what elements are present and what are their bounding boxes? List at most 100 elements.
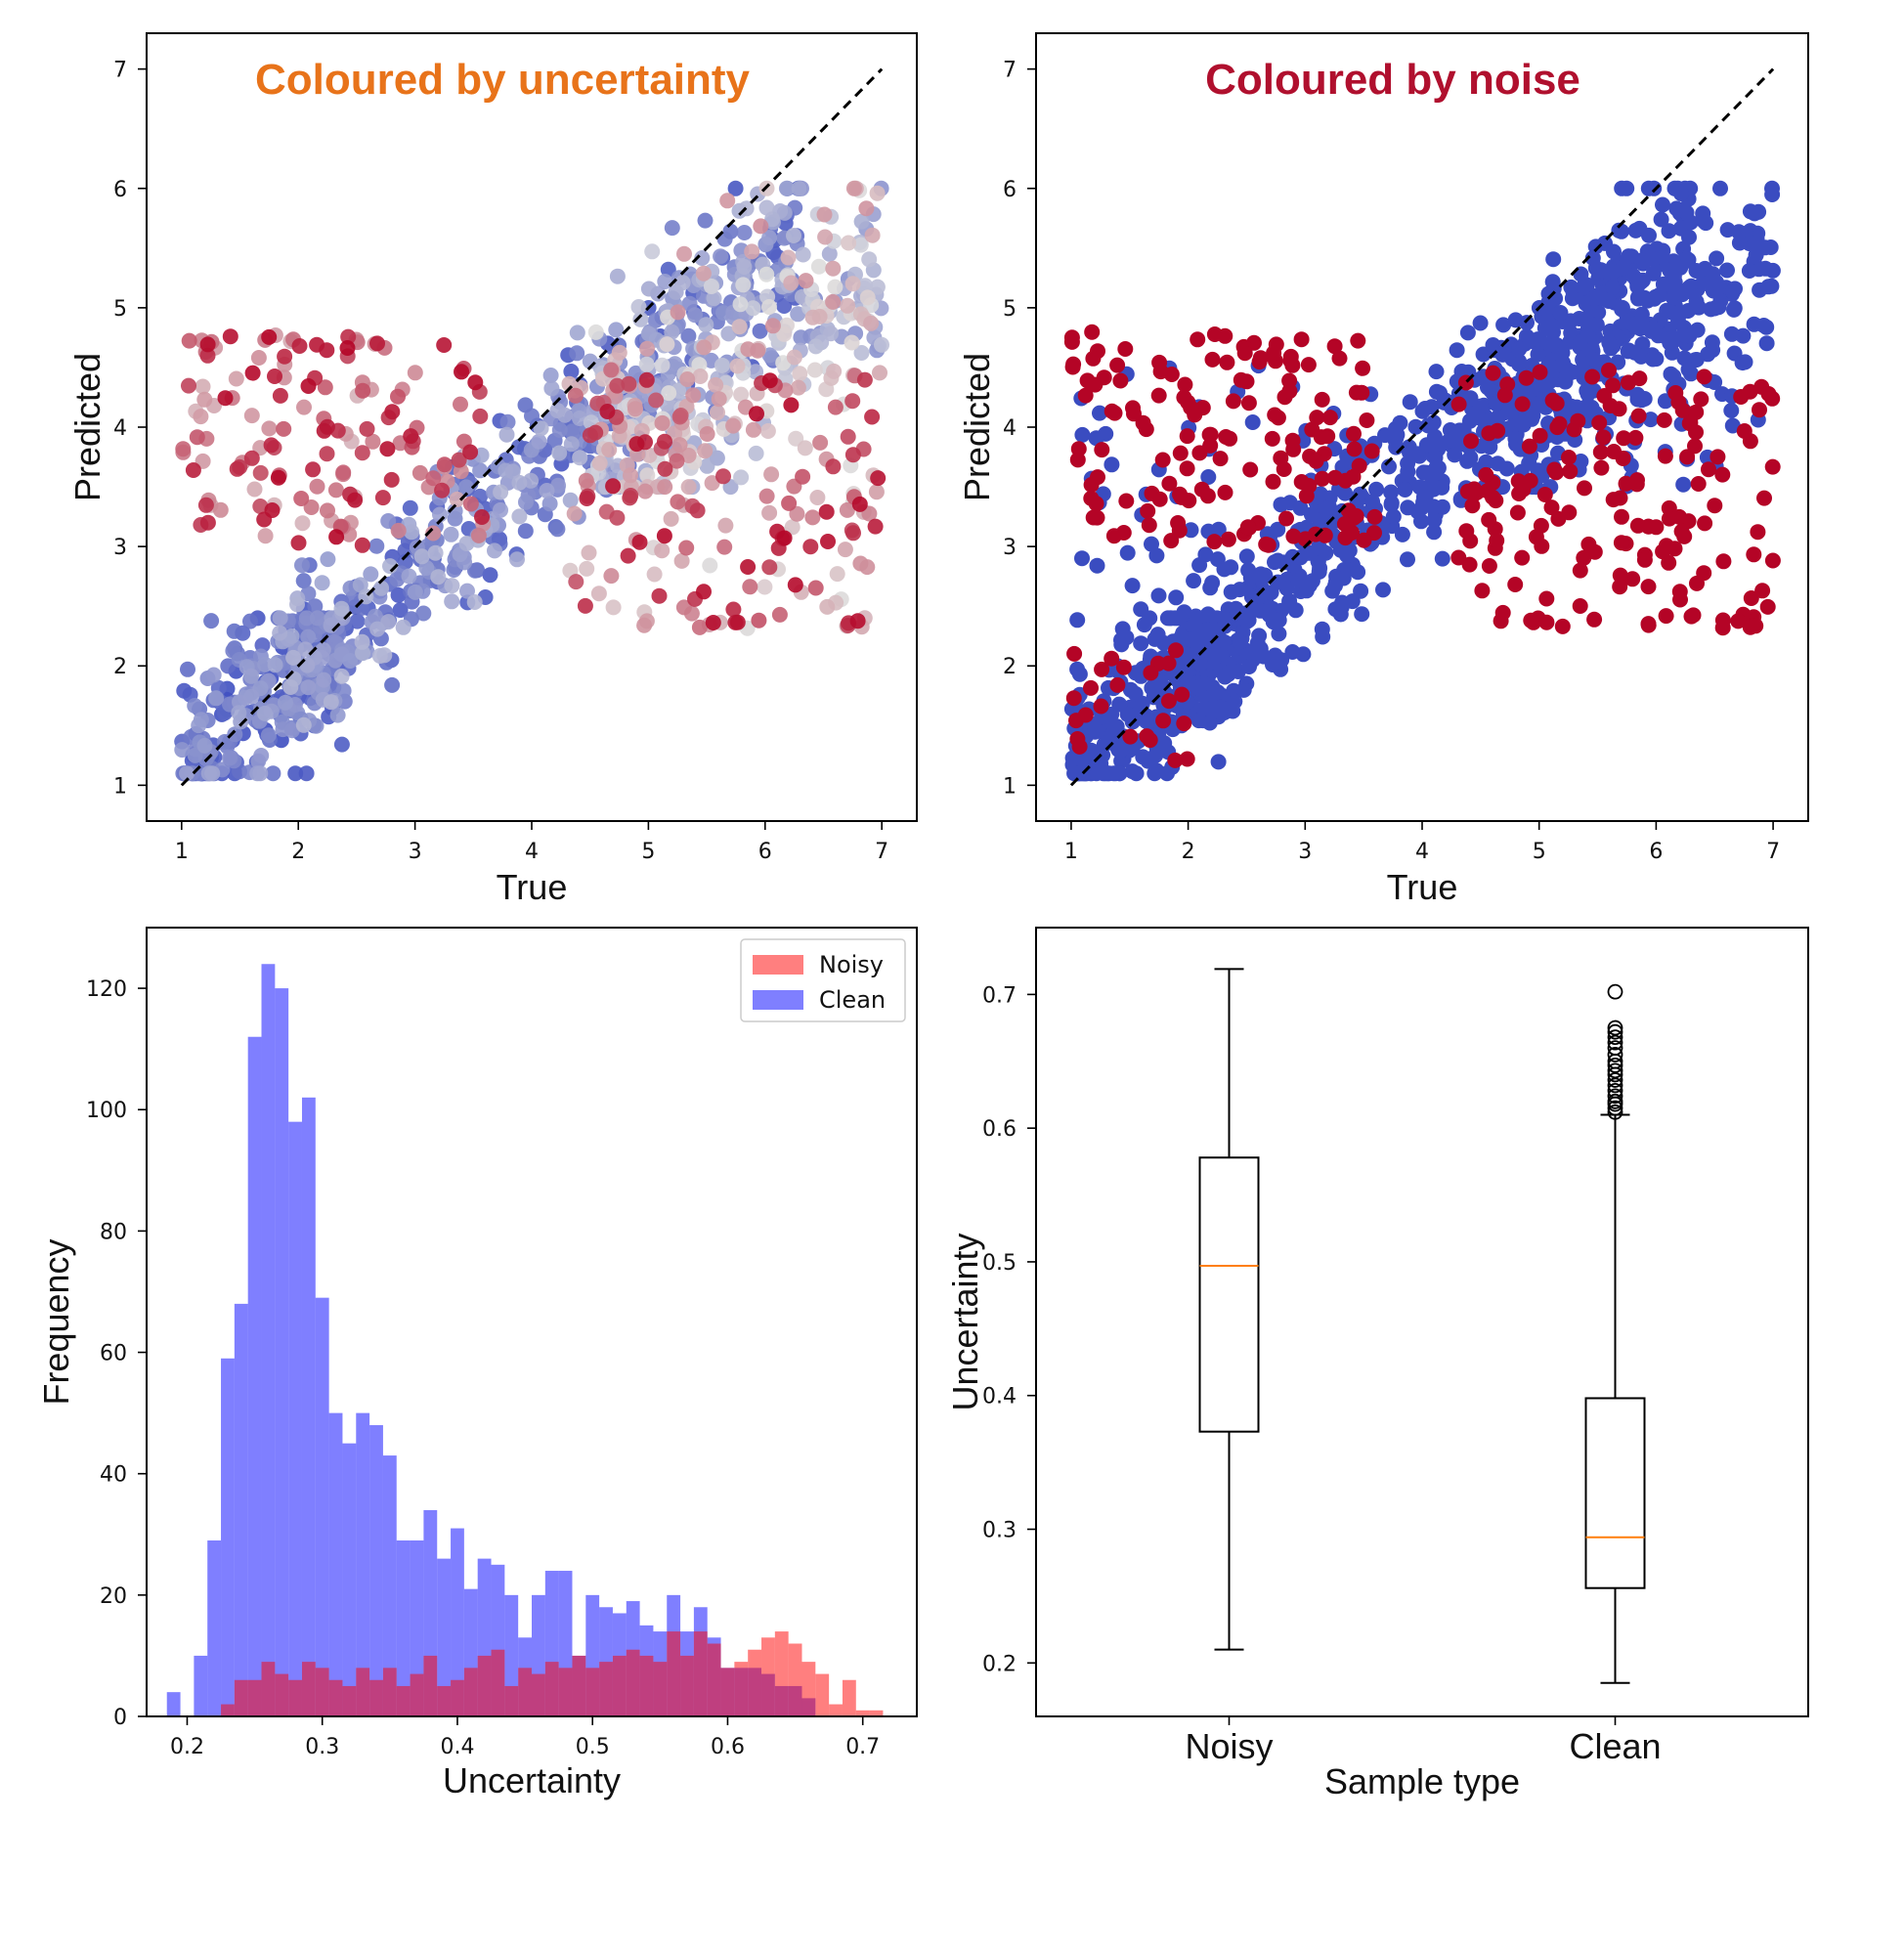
scatter-point xyxy=(541,496,558,512)
scatter-point xyxy=(1489,533,1505,548)
scatter-point xyxy=(231,705,247,721)
scatter-point xyxy=(745,421,761,438)
scatter-point xyxy=(729,358,746,374)
scatter-point xyxy=(671,437,688,454)
scatter-point xyxy=(639,467,656,484)
scatter-point xyxy=(827,399,844,415)
scatter-point xyxy=(562,492,579,508)
scatter-point xyxy=(1192,656,1209,672)
scatter-point xyxy=(853,345,870,361)
scatter-point xyxy=(825,458,842,475)
scatter-point xyxy=(181,332,197,349)
scatter-point xyxy=(444,593,460,610)
scatter-point xyxy=(679,371,696,387)
scatter-point xyxy=(1167,752,1184,768)
scatter-point xyxy=(654,357,671,373)
scatter-point xyxy=(1118,493,1135,509)
scatter-point xyxy=(524,408,540,424)
scatter-point xyxy=(443,526,459,542)
scatter-point xyxy=(698,317,714,333)
scatter-point xyxy=(1592,444,1609,460)
scatter-point xyxy=(1354,384,1370,401)
scatter-point xyxy=(355,382,371,399)
histogram-bar-noisy xyxy=(221,1704,235,1716)
scatter-point xyxy=(786,349,802,366)
scatter-point xyxy=(1354,606,1370,623)
scatter-uncertainty-ticks: 1 2 3 4 5 6 7 1 2 3 4 5 6 7 xyxy=(113,59,888,864)
scatter-point xyxy=(670,494,686,510)
scatter-point xyxy=(1758,319,1775,335)
scatter-point xyxy=(1522,472,1538,489)
scatter-point xyxy=(748,445,764,461)
scatter-point xyxy=(863,315,880,331)
scatter-point xyxy=(1115,525,1132,541)
scatter-point xyxy=(849,613,866,629)
scatter-point xyxy=(1747,205,1763,222)
scatter-point xyxy=(264,502,281,518)
scatter-point xyxy=(1434,479,1450,496)
histogram-xtick-label: 0.2 xyxy=(170,1735,204,1759)
scatter-point xyxy=(1088,430,1104,447)
histogram-bar-noisy xyxy=(869,1710,884,1716)
scatter-noise-xtick-label: 6 xyxy=(1649,840,1663,864)
scatter-point xyxy=(263,437,280,454)
scatter-point xyxy=(1490,455,1506,472)
scatter-point xyxy=(1673,186,1689,201)
scatter-point xyxy=(1577,480,1592,497)
scatter-point xyxy=(276,420,292,437)
scatter-point xyxy=(742,579,758,595)
scatter-point xyxy=(687,307,703,324)
histogram-bar-noisy xyxy=(342,1685,357,1716)
scatter-point xyxy=(1690,476,1707,492)
scatter-point xyxy=(1242,461,1259,478)
outlier-clean xyxy=(1607,983,1623,1000)
scatter-point xyxy=(1348,507,1364,524)
scatter-point xyxy=(1585,290,1602,307)
scatter-point xyxy=(551,445,568,461)
scatter-point xyxy=(272,387,288,404)
scatter-point xyxy=(1661,554,1677,571)
histogram-bar-noisy xyxy=(396,1685,411,1716)
scatter-point xyxy=(780,249,797,266)
scatter-point xyxy=(1560,364,1577,380)
scatter-point xyxy=(1077,387,1094,404)
scatter-point xyxy=(1119,544,1136,561)
scatter-noise-ytick-label: 3 xyxy=(1003,536,1017,560)
scatter-point xyxy=(1308,453,1324,469)
scatter-point xyxy=(1472,315,1489,331)
scatter-point xyxy=(320,502,335,519)
scatter-point xyxy=(692,369,709,384)
scatter-point xyxy=(335,682,352,699)
scatter-point xyxy=(672,408,689,423)
scatter-point xyxy=(844,393,861,410)
outlier-clean xyxy=(1607,1034,1623,1051)
boxplot-ticks: 0.2 0.3 0.4 0.5 0.6 0.7 xyxy=(982,983,1617,1725)
scatter-point xyxy=(1538,590,1555,607)
scatter-point xyxy=(1719,222,1736,238)
scatter-point xyxy=(853,213,870,230)
scatter-point xyxy=(771,606,788,623)
scatter-point xyxy=(339,340,356,356)
scatter-point xyxy=(1426,428,1443,445)
scatter-point xyxy=(493,501,508,518)
scatter-point xyxy=(783,275,800,291)
scatter-point xyxy=(1240,395,1257,412)
scatter-point xyxy=(1109,357,1126,373)
scatter-point xyxy=(1273,497,1289,513)
scatter-point xyxy=(1151,491,1168,507)
histogram-bar-clean xyxy=(369,1425,383,1716)
outlier-clean xyxy=(1607,1077,1623,1094)
scatter-point xyxy=(289,596,305,613)
scatter-point xyxy=(795,246,811,263)
scatter-point xyxy=(257,528,274,544)
scatter-point xyxy=(466,594,483,610)
scatter-point xyxy=(685,387,702,404)
scatter-point xyxy=(290,535,307,551)
scatter-point xyxy=(639,340,656,357)
histogram-bar-noisy xyxy=(585,1668,600,1716)
scatter-point xyxy=(1201,715,1218,731)
histogram-xtick-label: 0.4 xyxy=(440,1735,474,1759)
scatter-point xyxy=(1168,642,1184,659)
scatter-point xyxy=(857,278,874,294)
scatter-point xyxy=(1548,395,1565,412)
